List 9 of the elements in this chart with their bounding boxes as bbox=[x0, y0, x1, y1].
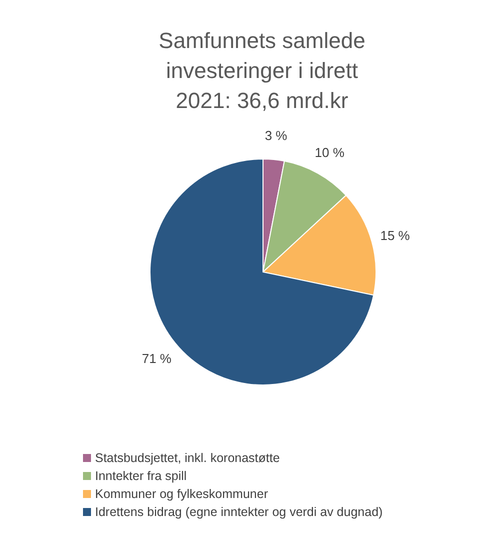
legend-label: Kommuner og fylkeskommuner bbox=[95, 486, 268, 503]
data-label: 15 % bbox=[380, 228, 410, 243]
legend-label: Inntekter fra spill bbox=[95, 468, 187, 485]
legend-label: Statsbudsjettet, inkl. koronastøtte bbox=[95, 450, 280, 467]
chart-title: Samfunnets samlede investeringer i idrett 2021: 36,6 mrd.kr bbox=[158, 27, 366, 115]
legend-label: Idrettens bidrag (egne inntekter og verdi av dugnad) bbox=[95, 504, 383, 521]
data-label: 10 % bbox=[314, 144, 345, 160]
data-label: 71 % bbox=[142, 350, 172, 366]
data-label: 3 % bbox=[264, 128, 288, 144]
